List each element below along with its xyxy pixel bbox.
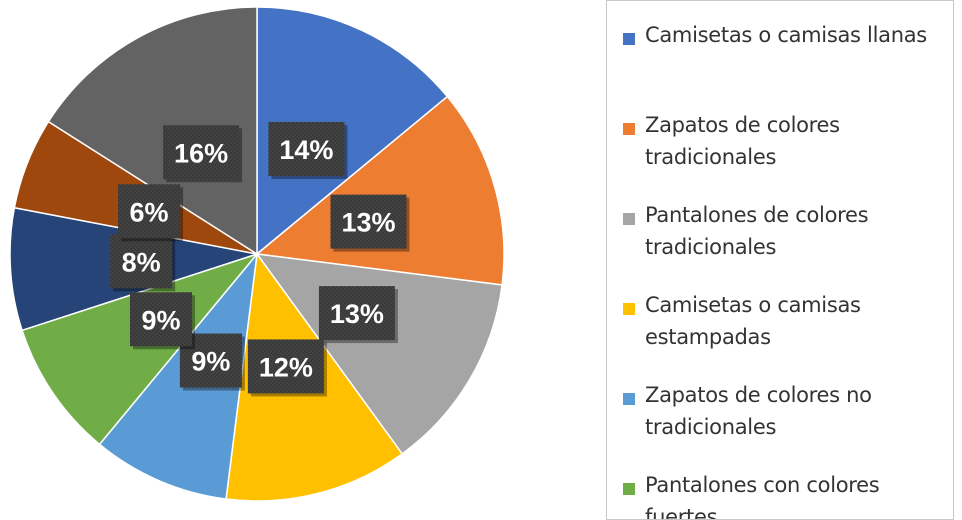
- data-label-box: [318, 286, 395, 341]
- legend-label: Camisetas o camisas llanas: [645, 23, 927, 47]
- pie-chart-svg: 14% 13% 13% 12% 9% 9% 8% 6%16%: [9, 6, 505, 502]
- data-label-8: 6%: [118, 184, 184, 242]
- data-label-7: 8%: [110, 234, 176, 292]
- data-label-4: 12%: [247, 339, 327, 397]
- legend-swatch: [623, 303, 635, 315]
- data-label-text: 9%: [141, 305, 180, 335]
- data-label-text: 8%: [122, 247, 161, 277]
- legend-swatch: [623, 123, 635, 135]
- data-label-box: [247, 339, 324, 394]
- pie-slice-1: [256, 6, 449, 256]
- data-label-text: 14%: [279, 135, 333, 165]
- legend-swatch: [623, 483, 635, 495]
- data-label-3: 13%: [318, 286, 398, 344]
- data-label-box: [118, 184, 181, 239]
- data-label-box: [110, 234, 173, 289]
- data-label-9: 16%: [163, 125, 243, 183]
- pie-slice-3: [255, 253, 503, 455]
- data-label-1: 14%: [268, 121, 348, 179]
- data-label-box: [163, 125, 240, 180]
- data-label-6: 9%: [129, 292, 195, 350]
- pie-chart: 14% 13% 13% 12% 9% 9% 8% 6% 16%: [9, 6, 505, 502]
- data-label-text: 13%: [341, 208, 395, 238]
- data-label-5: 9%: [179, 333, 245, 391]
- legend-swatch: [623, 213, 635, 225]
- data-label-text: 6%: [130, 197, 169, 227]
- data-label-text: 13%: [330, 299, 384, 329]
- data-label-2: 13%: [330, 194, 410, 252]
- pie-slice-9: [47, 6, 258, 256]
- data-label-text: 16%: [174, 138, 228, 168]
- data-label-text: 9%: [191, 347, 230, 377]
- legend-label: Zapatos de colores no tradicionales: [645, 383, 872, 439]
- chart-legend: Camisetas o camisas llanas Zapatos de col…: [606, 0, 954, 520]
- legend-swatch: [623, 393, 635, 405]
- data-label-box: [129, 292, 192, 347]
- legend-swatch: [623, 33, 635, 45]
- data-label-text: 12%: [259, 352, 313, 382]
- pie-data-labels: 14% 13% 13% 12% 9% 9% 8% 6%16%: [110, 121, 410, 397]
- data-label-box: [330, 194, 407, 249]
- pie-slices: [9, 6, 505, 502]
- legend-label: Pantalones de colores tradicionales: [645, 203, 869, 259]
- pie-slice-2: [255, 95, 505, 286]
- legend-label: Camisetas o camisas estampadas: [645, 293, 861, 349]
- pie-slice-5: [98, 251, 259, 500]
- legend-label: Pantalones con colores fuertes: [645, 473, 880, 520]
- pie-slice-6: [21, 252, 260, 446]
- legend-label: Zapatos de colores tradicionales: [645, 113, 840, 169]
- data-label-box: [268, 121, 345, 176]
